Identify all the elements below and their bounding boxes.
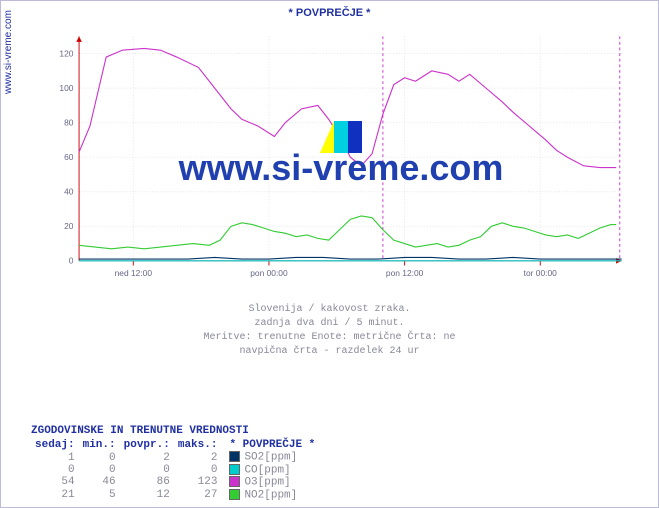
legend-cell: NO2[ppm] — [221, 489, 319, 501]
svg-text:120: 120 — [59, 48, 73, 58]
stat-cell: 0 — [120, 464, 174, 476]
chart-svg: 0 20 40 60 80 100 120 ned 12:00 pon 00:00 pon 12:… — [51, 25, 631, 289]
svg-text:60: 60 — [64, 152, 74, 162]
stat-cell: 5 — [79, 489, 120, 501]
stat-cell: 0 — [79, 451, 120, 463]
chart-container: www.si-vreme.com * POVPREČJE * 020406080… — [0, 0, 659, 508]
stats-block: ZGODOVINSKE IN TRENUTNE VREDNOSTI sedaj:… — [31, 425, 319, 501]
legend-swatch — [229, 476, 240, 487]
legend-cell: SO2[ppm] — [221, 451, 319, 463]
svg-text:ned 12:00: ned 12:00 — [115, 268, 153, 278]
stat-cell: 1 — [31, 451, 79, 463]
svg-text:100: 100 — [59, 83, 73, 93]
caption-line: Slovenija / kakovost zraka. — [1, 303, 658, 317]
chart-title: * POVPREČJE * — [1, 1, 658, 19]
stat-cell: 21 — [31, 489, 79, 501]
legend-label: SO2[ppm] — [244, 452, 297, 464]
svg-text:pon 00:00: pon 00:00 — [250, 268, 288, 278]
caption-line: Meritve: trenutne Enote: metrične Črta: … — [1, 331, 658, 345]
svg-text:0: 0 — [69, 256, 74, 266]
legend-label: CO[ppm] — [244, 464, 290, 476]
legend-swatch — [229, 489, 240, 500]
legend-cell: O3[ppm] — [221, 476, 319, 488]
svg-text:40: 40 — [64, 187, 74, 197]
caption-line: navpična črta - razdelek 24 ur — [1, 345, 658, 359]
stat-cell: 46 — [79, 476, 120, 488]
stat-cell: 86 — [120, 476, 174, 488]
col-min: min.: — [79, 439, 120, 451]
stat-cell: 27 — [174, 489, 222, 501]
svg-text:20: 20 — [64, 221, 74, 231]
col-maks: maks.: — [174, 439, 222, 451]
svg-text:80: 80 — [64, 117, 74, 127]
legend-cell: CO[ppm] — [221, 464, 319, 476]
table-row: 0000CO[ppm] — [31, 464, 319, 476]
table-row: 2151227 NO2[ppm] — [31, 489, 319, 501]
col-sedaj: sedaj: — [31, 439, 79, 451]
stat-cell: 0 — [31, 464, 79, 476]
stat-cell: 0 — [174, 464, 222, 476]
stat-cell: 54 — [31, 476, 79, 488]
stat-cell: 123 — [174, 476, 222, 488]
col-povpr: povpr.: — [120, 439, 174, 451]
stat-cell: 12 — [120, 489, 174, 501]
svg-text:tor 00:00: tor 00:00 — [524, 268, 558, 278]
plot-area: 0 20 40 60 80 100 120 ned 12:00 pon 00:00 pon 12:… — [51, 25, 631, 285]
col-legend: * POVPREČJE * — [221, 439, 319, 451]
stat-cell: 2 — [174, 451, 222, 463]
legend-swatch — [229, 464, 240, 475]
table-row: 1022SO2[ppm] — [31, 451, 319, 463]
stats-table: sedaj: min.: povpr.: maks.: * POVPREČJE … — [31, 439, 319, 501]
legend-label: O3[ppm] — [244, 477, 290, 489]
stat-cell: 0 — [79, 464, 120, 476]
stat-cell: 2 — [120, 451, 174, 463]
stats-header-row: sedaj: min.: povpr.: maks.: * POVPREČJE … — [31, 439, 319, 451]
legend-label: NO2[ppm] — [244, 489, 297, 501]
caption-line: zadnja dva dni / 5 minut. — [1, 317, 658, 331]
stats-title: ZGODOVINSKE IN TRENUTNE VREDNOSTI — [31, 425, 319, 437]
legend-swatch — [229, 451, 240, 462]
svg-text:pon 12:00: pon 12:00 — [386, 268, 424, 278]
y-axis-site-label: www.si-vreme.com — [3, 10, 14, 94]
table-row: 544686123 O3[ppm] — [31, 476, 319, 488]
chart-caption: Slovenija / kakovost zraka. zadnja dva d… — [1, 303, 658, 359]
